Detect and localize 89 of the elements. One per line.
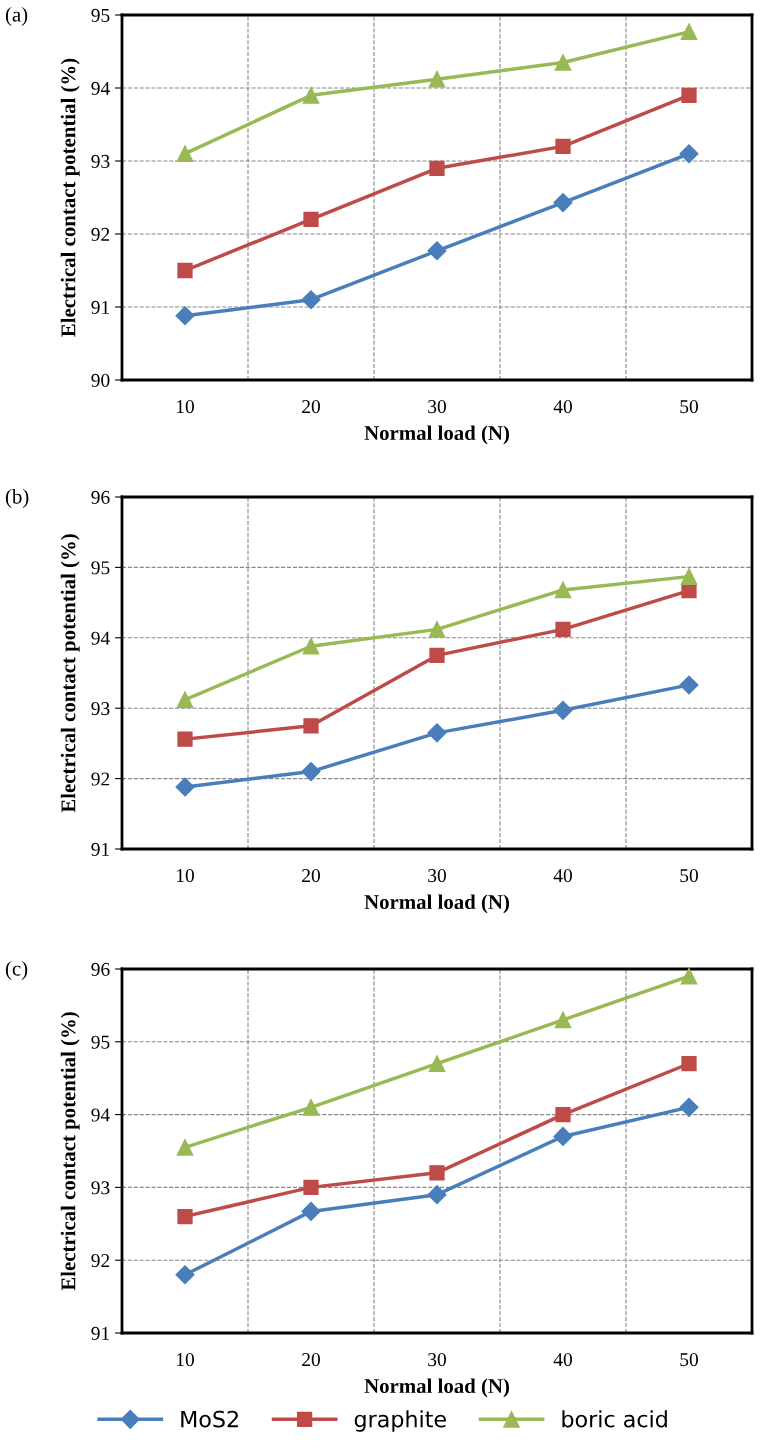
text: (a) [5,7,28,26]
point [680,967,698,985]
legend-label: graphite [354,1410,446,1432]
point [176,691,194,709]
y-tick-label: 91 [91,300,110,314]
x-tick-label: 20 [302,1353,320,1367]
y-tick-label: 91 [91,1326,110,1340]
x-tick-label: 30 [428,1353,446,1367]
y-tick-label: 91 [91,842,110,856]
y-tick-label: 93 [91,154,110,168]
point [301,290,321,310]
x-axis-title: Normal load (N) [364,425,509,445]
point [303,1179,319,1196]
point [679,1097,699,1117]
y-tick-label: 90 [91,373,110,387]
y-tick-label: 94 [91,631,110,645]
y-tick-label: 96 [91,490,110,504]
y-tick-label: 96 [91,962,110,976]
legend-label: MoS2 [181,1410,238,1428]
point [429,647,445,664]
point [177,731,193,747]
point [553,700,573,720]
point [428,621,446,638]
x-tick-label: 10 [176,1353,194,1367]
x-tick-label: 30 [428,869,446,883]
x-tick-label: 40 [553,869,572,883]
x-tick-label: 20 [302,400,320,414]
x-tick-label: 30 [428,400,446,414]
y-tick-label: 92 [91,227,110,241]
y-tick-label: 92 [91,772,110,786]
point [680,23,698,41]
point [427,1185,447,1205]
point [302,637,320,655]
point [554,581,572,599]
y-axis-title: Electrical contact potential (%) [60,1012,80,1291]
point [303,718,319,734]
point [429,1165,445,1181]
y-tick-label: 94 [91,81,110,95]
text: (b) [5,489,29,508]
point [302,1098,320,1116]
point [681,87,697,103]
x-tick-label: 50 [680,869,698,883]
point [175,1265,195,1285]
y-tick-label: 95 [91,1035,110,1049]
x-tick-label: 20 [302,869,320,883]
x-axis-title: Normal load (N) [364,894,509,914]
point [176,1139,194,1156]
point [303,211,319,228]
point [177,1208,193,1225]
point [302,86,320,104]
x-tick-label: 40 [553,1353,572,1367]
point [555,621,571,637]
text: (c) [5,961,28,980]
x-tick-label: 50 [680,1353,698,1367]
point [301,762,321,782]
point [555,138,571,155]
y-tick-label: 93 [91,1181,110,1195]
x-axis-title: Normal load (N) [364,1378,509,1398]
point [553,1126,573,1146]
y-tick-label: 93 [91,702,110,716]
x-tick-label: 40 [553,400,572,414]
y-tick-label: 95 [91,561,110,575]
y-tick-label: 94 [91,1108,110,1122]
y-tick-label: 95 [91,8,110,22]
point [175,306,195,326]
legend-label: boric acid [562,1410,667,1428]
point [554,54,572,71]
point [428,1055,446,1072]
y-tick-label: 92 [91,1254,110,1268]
point [427,723,447,743]
point [176,145,194,163]
x-tick-label: 10 [176,400,194,414]
point [428,70,446,88]
point [177,262,193,279]
point [681,1056,697,1072]
point [301,1201,321,1221]
point [679,675,699,695]
point [679,144,699,164]
y-axis-title: Electrical contact potential (%) [60,58,80,337]
point [554,1011,572,1029]
point [175,777,195,797]
point [427,241,447,261]
x-tick-label: 50 [680,400,698,414]
point [553,193,573,213]
x-tick-label: 10 [176,869,194,883]
point [680,568,698,585]
point [555,1106,571,1123]
point [429,160,445,176]
y-axis-title: Electrical contact potential (%) [60,534,80,813]
